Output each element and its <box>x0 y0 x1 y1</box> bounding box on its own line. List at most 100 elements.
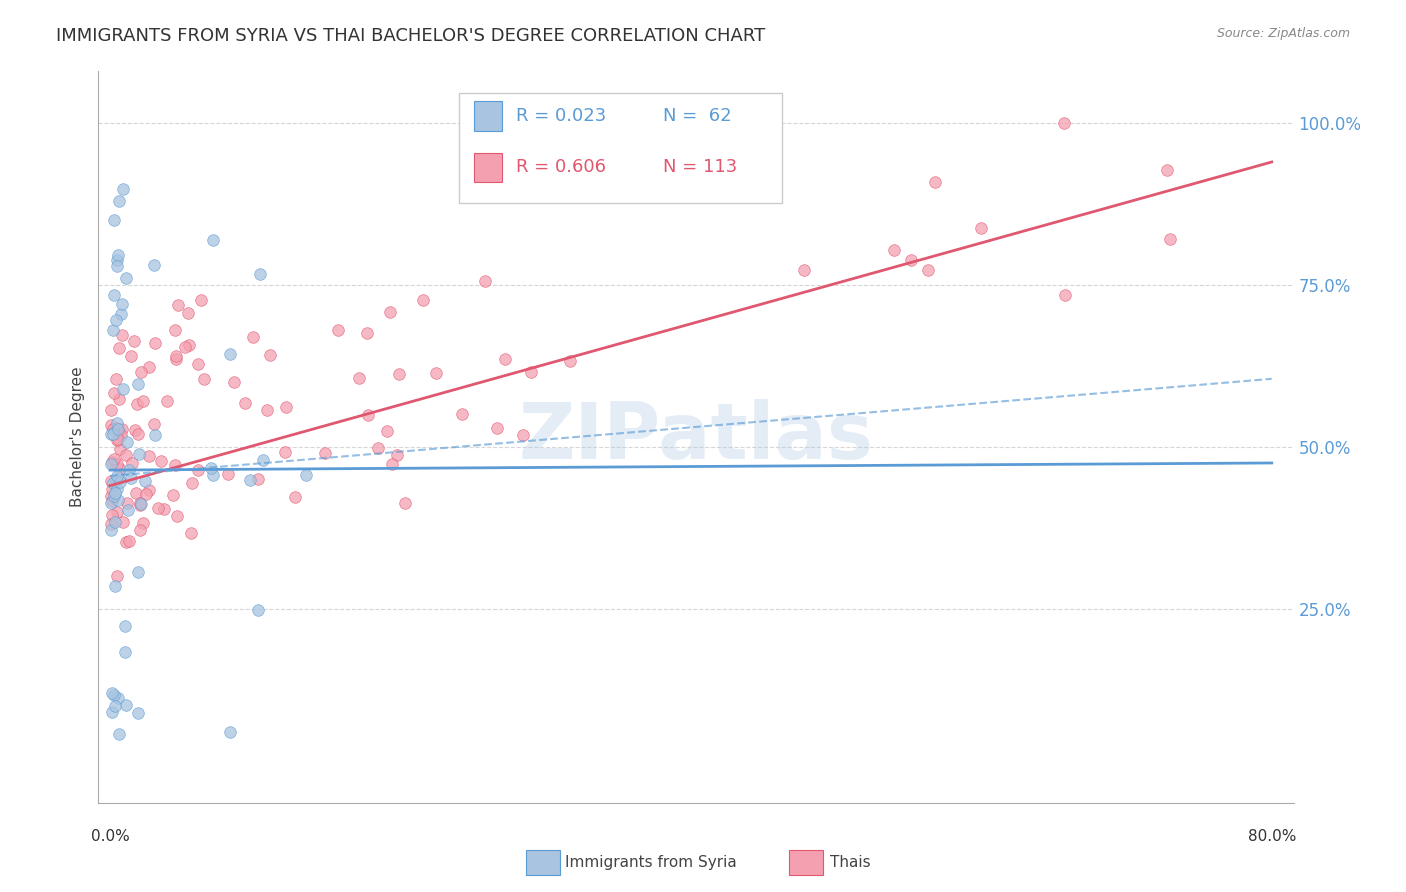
Point <box>174 340 197 354</box>
Point <box>100 403 122 417</box>
Point <box>104 698 127 713</box>
Text: Thais: Thais <box>830 855 870 870</box>
Point <box>385 448 408 462</box>
Point <box>167 298 190 312</box>
Point <box>103 213 125 227</box>
Point <box>100 508 122 522</box>
Point <box>219 724 242 739</box>
Point <box>551 181 574 195</box>
Point <box>108 442 131 456</box>
Point <box>1159 232 1181 246</box>
Point <box>357 408 380 422</box>
Point <box>162 488 184 502</box>
Point <box>103 452 125 467</box>
Point <box>347 370 370 384</box>
Point <box>120 349 142 363</box>
Point <box>105 252 128 267</box>
Point <box>100 523 122 537</box>
Point <box>104 473 127 487</box>
Point <box>111 382 134 396</box>
Point <box>512 428 534 442</box>
Point <box>246 472 269 486</box>
FancyBboxPatch shape <box>474 102 502 130</box>
Point <box>294 468 316 483</box>
Point <box>135 487 157 501</box>
Point <box>101 323 124 337</box>
Point <box>114 271 136 285</box>
Point <box>107 392 129 407</box>
Point <box>900 252 922 267</box>
Point <box>166 509 188 524</box>
Point <box>112 182 135 196</box>
Point <box>105 259 128 273</box>
Point <box>104 579 127 593</box>
Point <box>100 516 122 531</box>
Point <box>100 426 122 441</box>
Text: R = 0.023: R = 0.023 <box>516 107 606 125</box>
Point <box>101 426 124 441</box>
Point <box>101 482 124 496</box>
Point <box>356 326 378 340</box>
Point <box>128 496 150 510</box>
Text: 80.0%: 80.0% <box>1247 829 1296 844</box>
Point <box>100 474 122 488</box>
Point <box>111 328 134 343</box>
Point <box>375 425 398 439</box>
Point <box>388 368 411 382</box>
FancyBboxPatch shape <box>474 153 502 182</box>
Point <box>201 468 224 483</box>
Point <box>180 476 202 491</box>
Point <box>127 377 149 392</box>
Point <box>314 445 336 459</box>
Point <box>118 463 141 477</box>
Point <box>233 396 256 410</box>
Point <box>105 482 128 496</box>
Point <box>378 305 401 319</box>
Point <box>793 263 815 277</box>
Point <box>1053 288 1076 302</box>
Point <box>367 441 389 455</box>
Point <box>202 233 225 247</box>
Point <box>247 603 270 617</box>
Point <box>125 397 148 411</box>
Point <box>153 502 176 516</box>
Point <box>163 323 186 337</box>
Point <box>100 457 122 471</box>
Point <box>107 433 129 447</box>
Point <box>134 474 156 488</box>
Point <box>131 516 153 531</box>
Point <box>193 371 215 385</box>
Point <box>103 386 125 401</box>
Point <box>129 523 152 537</box>
Text: Immigrants from Syria: Immigrants from Syria <box>565 855 737 870</box>
Point <box>381 457 404 471</box>
Point <box>125 486 148 500</box>
Point <box>138 359 160 374</box>
Point <box>970 221 993 235</box>
Point <box>100 706 122 720</box>
Point <box>101 493 124 508</box>
Point <box>108 475 131 490</box>
Text: IMMIGRANTS FROM SYRIA VS THAI BACHELOR'S DEGREE CORRELATION CHART: IMMIGRANTS FROM SYRIA VS THAI BACHELOR'S… <box>56 27 765 45</box>
Point <box>107 424 129 438</box>
Point <box>187 357 209 371</box>
Point <box>180 525 202 540</box>
Point <box>239 474 262 488</box>
Point <box>115 448 138 462</box>
Point <box>450 407 472 421</box>
Point <box>494 352 516 367</box>
Point <box>200 461 222 475</box>
Point <box>120 471 142 485</box>
Point <box>284 490 307 504</box>
Point <box>326 323 349 337</box>
Text: 0.0%: 0.0% <box>90 829 129 844</box>
Point <box>1053 116 1076 130</box>
Point <box>256 402 278 417</box>
Point <box>165 458 187 472</box>
Point <box>217 467 239 482</box>
Point <box>138 483 160 498</box>
Point <box>425 366 447 380</box>
Point <box>107 492 129 507</box>
Point <box>128 447 150 461</box>
Point <box>108 727 131 741</box>
